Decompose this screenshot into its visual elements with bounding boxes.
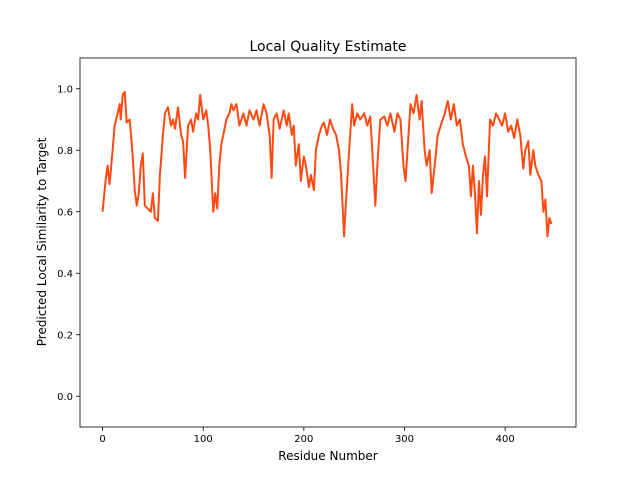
y-tick-label: 0.2 xyxy=(57,330,73,341)
y-tick-label: 0.8 xyxy=(57,146,73,157)
x-tick-label: 400 xyxy=(496,434,515,445)
plot-frame xyxy=(79,57,577,428)
line xyxy=(101,90,553,238)
y-tick-label: 1.0 xyxy=(57,84,73,95)
x-tick-label: 100 xyxy=(194,434,213,445)
y-axis-label: Predicted Local Similarity to Target xyxy=(35,137,49,346)
x-axis-label: Residue Number xyxy=(278,449,377,463)
y-tick-label: 0.0 xyxy=(57,392,73,403)
x-tick-label: 0 xyxy=(99,434,105,445)
x-tick-label: 300 xyxy=(395,434,414,445)
chart-title: Local Quality Estimate xyxy=(249,39,406,55)
y-tick-label: 0.6 xyxy=(57,207,73,218)
x-tick-label: 200 xyxy=(294,434,313,445)
y-tick-label: 0.4 xyxy=(57,269,73,280)
